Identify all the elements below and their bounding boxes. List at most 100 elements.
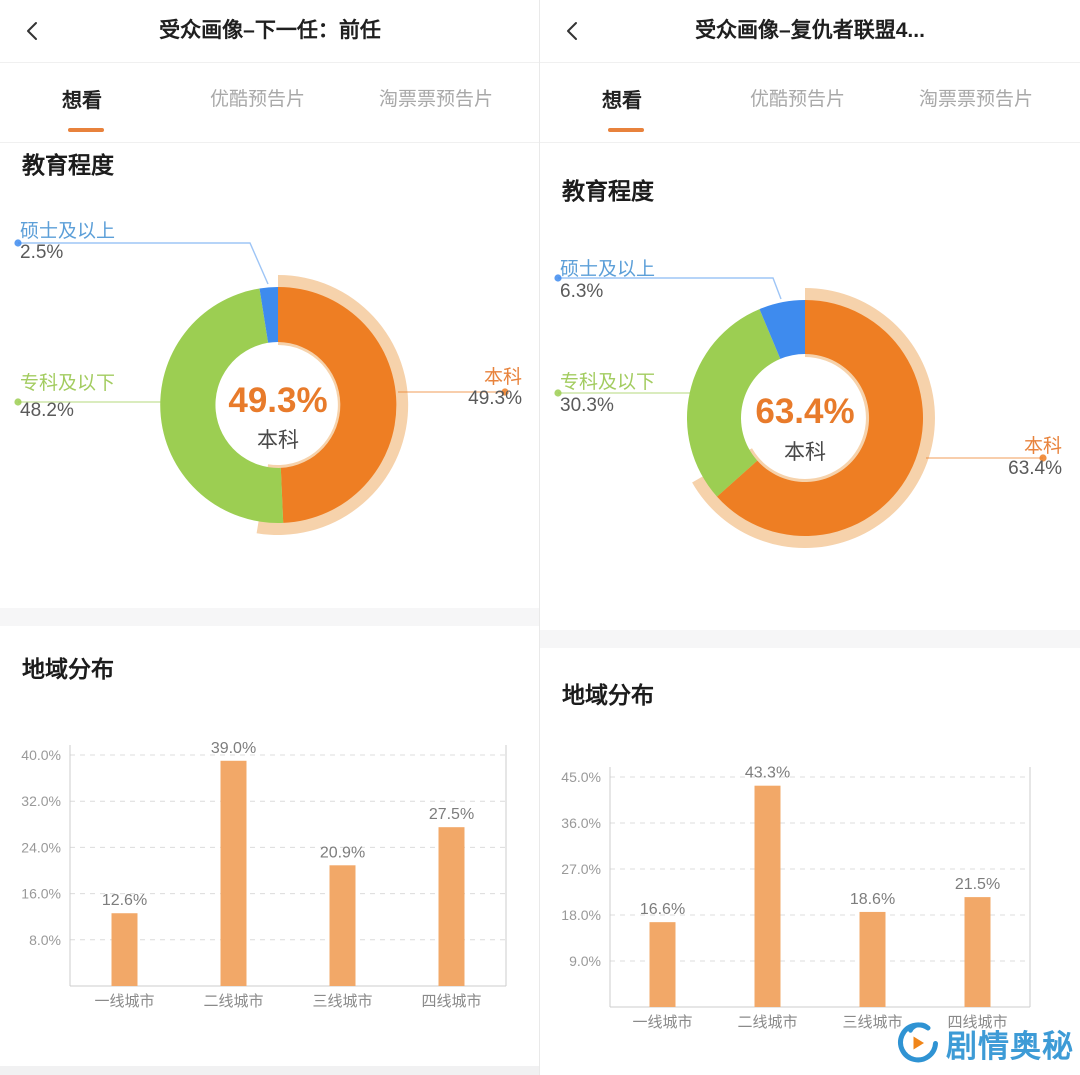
watermark: 剧情奥秘 (894, 1019, 1074, 1067)
x-category-label: 三线城市 (842, 1014, 902, 1031)
section-title-education: 教育程度 (562, 178, 654, 204)
panel-seam (539, 0, 540, 1075)
tab-bar: 想看 优酷预告片 淘票票预告片 (540, 62, 1080, 143)
header: 受众画像–复仇者联盟4... (540, 0, 1080, 63)
donut-center-label: 本科 (784, 441, 826, 464)
tab-want-to-see[interactable]: 想看 (602, 90, 642, 112)
callout-line (18, 242, 269, 285)
bar-value-label: 18.6% (850, 891, 895, 908)
bar (220, 760, 247, 986)
callout-dot (554, 389, 562, 397)
y-tick-label: 32.0% (21, 793, 61, 809)
callout-dot (14, 398, 22, 406)
callout-value-bachelor: 49.3% (468, 388, 522, 409)
y-tick-label: 27.0% (561, 861, 601, 877)
callout-label-bachelor: 本科 (483, 367, 522, 388)
play-droplet-icon (898, 1022, 938, 1063)
page-title: 受众画像–下一任：前任 (159, 19, 381, 42)
donut-slice-2 (759, 300, 805, 359)
bar-value-label: 27.5% (429, 806, 474, 823)
callout-label-college: 专科及以下 (560, 372, 656, 393)
x-category-label: 一线城市 (94, 993, 154, 1010)
callout-dot (554, 274, 562, 282)
callout-value-masters: 2.5% (20, 242, 64, 263)
donut-center-value: 63.4% (755, 392, 855, 431)
tab-youku-trailer[interactable]: 优酷预告片 (750, 89, 846, 110)
callout-label-masters: 硕士及以上 (20, 221, 116, 242)
callout-line (558, 277, 782, 300)
callout-label-bachelor: 本科 (1023, 436, 1062, 457)
callout-label-masters: 硕士及以上 (560, 259, 656, 280)
bottom-strip (0, 1066, 540, 1075)
bar (754, 785, 781, 1007)
donut-slice-0 (278, 286, 397, 523)
education-donut-chart[interactable] (0, 200, 540, 600)
active-tab-indicator (68, 128, 104, 132)
header: 受众画像–下一任：前任 (0, 0, 540, 63)
donut-slice-0 (717, 300, 924, 536)
y-tick-label: 24.0% (21, 839, 61, 855)
bar (649, 922, 676, 1007)
bar-value-label: 43.3% (745, 765, 790, 782)
back-button[interactable] (18, 16, 48, 46)
screen-left: 受众画像–下一任：前任 想看 优酷预告片 淘票票预告片 教育程度 硕士及以上 2… (0, 0, 540, 1075)
x-category-label: 一线城市 (632, 1014, 692, 1031)
donut-slice-2 (259, 287, 278, 343)
region-bar-chart: 8.0% 16.0% 24.0% 32.0% 40.0% 12.6% 一线城市 39.0% 二线… (21, 740, 507, 1010)
education-donut-chart[interactable] (540, 230, 1080, 630)
donut-center-value: 49.3% (228, 381, 328, 420)
tab-want-to-see[interactable]: 想看 (62, 90, 102, 112)
donut-slice-1 (160, 288, 284, 524)
bar (111, 913, 138, 986)
callout-value-masters: 6.3% (560, 281, 604, 302)
y-tick-label: 9.0% (569, 953, 601, 969)
y-tick-label: 40.0% (21, 747, 61, 763)
back-button[interactable] (558, 16, 588, 46)
callout-dot (14, 239, 22, 247)
tab-taopiaopiao-trailer[interactable]: 淘票票预告片 (919, 89, 1034, 110)
bar-value-label: 20.9% (320, 844, 365, 861)
x-category-label: 四线城市 (421, 993, 481, 1010)
chevron-left-icon (27, 22, 37, 40)
section-title-region: 地域分布 (22, 656, 114, 682)
bar (859, 911, 886, 1007)
bar (329, 865, 356, 986)
donut-center-label: 本科 (257, 429, 299, 452)
screen-right: 受众画像–复仇者联盟4... 想看 优酷预告片 淘票票预告片 教育程度 硕士及以… (540, 0, 1080, 1075)
callout-value-bachelor: 63.4% (1008, 458, 1062, 479)
region-bar-chart: 9.0% 18.0% 27.0% 36.0% 45.0% 16.6% 一线城市 43.3% 二线… (561, 765, 1031, 1031)
chevron-left-icon (567, 22, 577, 40)
section-title-education: 教育程度 (22, 152, 114, 178)
bar-value-label: 39.0% (211, 740, 256, 757)
x-category-label: 三线城市 (312, 993, 372, 1010)
callout-label-college: 专科及以下 (20, 373, 116, 394)
donut-slice-1 (686, 309, 781, 497)
tab-youku-trailer[interactable]: 优酷预告片 (210, 89, 306, 110)
bar-value-label: 12.6% (102, 892, 147, 909)
bar-value-label: 21.5% (955, 876, 1000, 893)
y-tick-label: 8.0% (29, 932, 61, 948)
callout-value-college: 30.3% (560, 395, 614, 416)
y-tick-label: 18.0% (561, 907, 601, 923)
tab-bar: 想看 优酷预告片 淘票票预告片 (0, 62, 540, 143)
bar (964, 897, 991, 1007)
section-title-region: 地域分布 (562, 682, 654, 708)
x-category-label: 二线城市 (203, 993, 263, 1010)
bar-value-label: 16.6% (640, 901, 685, 918)
y-tick-label: 36.0% (561, 815, 601, 831)
watermark-text: 剧情奥秘 (946, 1028, 1074, 1064)
callout-value-college: 48.2% (20, 400, 74, 421)
callout-dot (1039, 454, 1047, 462)
active-tab-indicator (608, 128, 644, 132)
x-category-label: 二线城市 (737, 1014, 797, 1031)
x-category-label: 四线城市 (947, 1014, 1007, 1031)
section-divider (540, 630, 1080, 648)
y-tick-label: 45.0% (561, 769, 601, 785)
bar (438, 827, 465, 986)
page-title: 受众画像–复仇者联盟4... (695, 19, 925, 42)
y-tick-label: 16.0% (21, 886, 61, 902)
tab-taopiaopiao-trailer[interactable]: 淘票票预告片 (379, 89, 494, 110)
callout-dot (501, 388, 509, 396)
section-divider (0, 608, 540, 626)
